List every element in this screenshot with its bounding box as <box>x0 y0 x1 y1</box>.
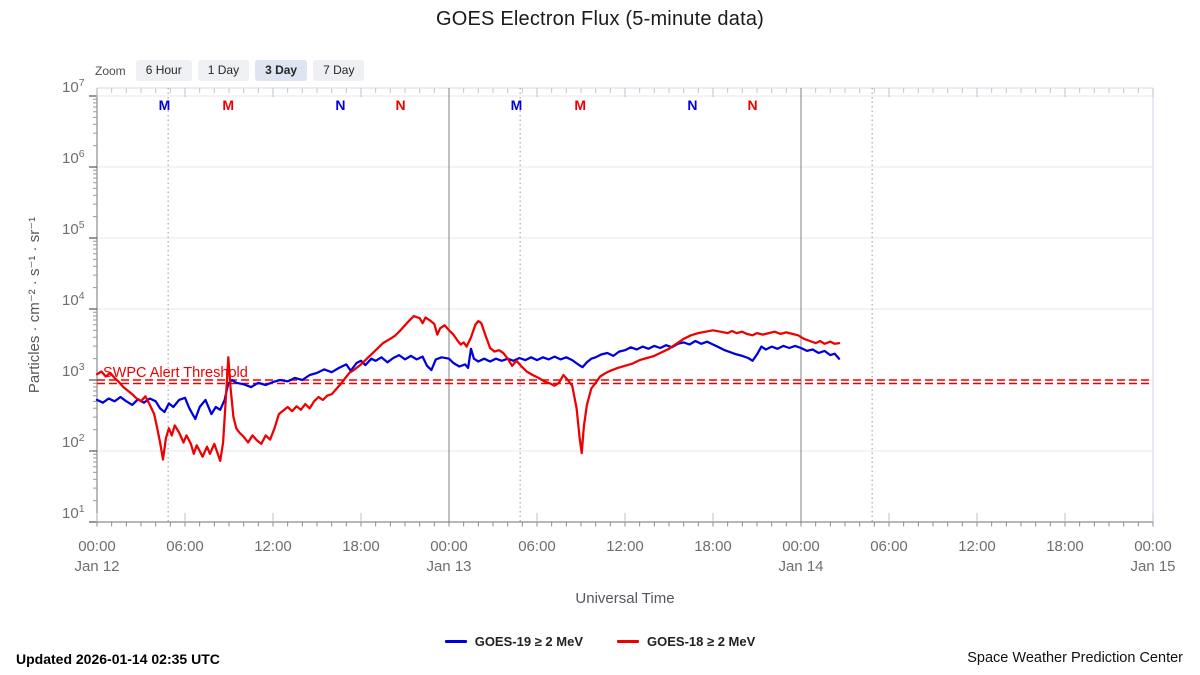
y-tick-label: 106 <box>62 148 85 167</box>
x-axis-title: Universal Time <box>575 590 675 607</box>
legend-label-goes-18: GOES-18 ≥ 2 MeV <box>647 634 756 649</box>
y-tick-label: 102 <box>62 432 85 451</box>
legend-item-goes-18[interactable]: GOES-18 ≥ 2 MeV <box>617 634 755 649</box>
x-tick-label: 18:00 <box>1046 538 1084 555</box>
y-tick-label: 105 <box>62 219 85 238</box>
goes-19-line-swatch <box>444 640 467 643</box>
series-line-goes-19 <box>95 339 841 421</box>
goes-18-line-swatch <box>617 640 639 643</box>
zoom-label: Zoom <box>95 63 126 78</box>
page-title: GOES Electron Flux (5-minute data) <box>435 8 765 30</box>
zoom-button-6-hour[interactable]: 6 Hour <box>135 60 192 82</box>
x-tick-label: 12:00 <box>958 538 996 555</box>
event-marker-n: N <box>748 97 758 113</box>
legend-item-goes-19[interactable]: GOES-19 ≥ 2 MeV <box>444 634 583 649</box>
plot-area[interactable] <box>97 88 1153 522</box>
x-tick-label: 00:00 <box>1134 538 1172 555</box>
threshold-label: SWPC Alert Threshold <box>103 365 248 381</box>
series-line-goes-18 <box>95 314 841 463</box>
x-tick-label: 12:00 <box>606 538 644 555</box>
x-tick-label: 00:00 <box>782 538 820 555</box>
y-tick-label: 107 <box>62 77 85 96</box>
x-tick-label: 06:00 <box>166 538 204 555</box>
x-tick-label: 18:00 <box>342 538 380 555</box>
event-marker-m: M <box>511 97 523 113</box>
y-tick-label: 104 <box>62 290 85 309</box>
zoom-button-7-day[interactable]: 7 Day <box>313 60 365 82</box>
event-marker-n: N <box>687 97 697 113</box>
event-marker-m: M <box>574 97 586 113</box>
x-tick-label: 00:00 <box>78 538 116 555</box>
x-tick-label: 06:00 <box>870 538 908 555</box>
zoom-button-3-day[interactable]: 3 Day <box>255 60 308 82</box>
y-axis-title: Particles · cm⁻² · s⁻¹ · sr⁻¹ <box>26 216 43 394</box>
x-date-label: Jan 13 <box>426 558 471 575</box>
x-tick-label: 18:00 <box>694 538 732 555</box>
legend: GOES-19 ≥ 2 MeV GOES-18 ≥ 2 MeV <box>0 634 1200 649</box>
legend-label-goes-19: GOES-19 ≥ 2 MeV <box>474 634 583 649</box>
x-tick-label: 06:00 <box>518 538 556 555</box>
x-tick-label: 12:00 <box>254 538 292 555</box>
x-date-label: Jan 12 <box>74 558 119 575</box>
x-date-label: Jan 14 <box>778 558 823 575</box>
event-marker-n: N <box>396 97 406 113</box>
zoom-toolbar: Zoom 6 Hour 1 Day 3 Day 7 Day <box>95 60 365 82</box>
y-tick-label: 103 <box>62 361 85 380</box>
event-marker-m: M <box>222 97 234 113</box>
y-tick-label: 101 <box>62 503 85 522</box>
event-marker-m: M <box>159 97 171 113</box>
swpc-credit: Space Weather Prediction Center <box>967 650 1183 666</box>
event-marker-n: N <box>335 97 345 113</box>
x-tick-label: 00:00 <box>430 538 468 555</box>
zoom-button-1-day[interactable]: 1 Day <box>197 60 250 82</box>
x-date-label: Jan 15 <box>1130 558 1175 575</box>
updated-timestamp: Updated 2026-01-14 02:35 UTC <box>16 651 220 667</box>
